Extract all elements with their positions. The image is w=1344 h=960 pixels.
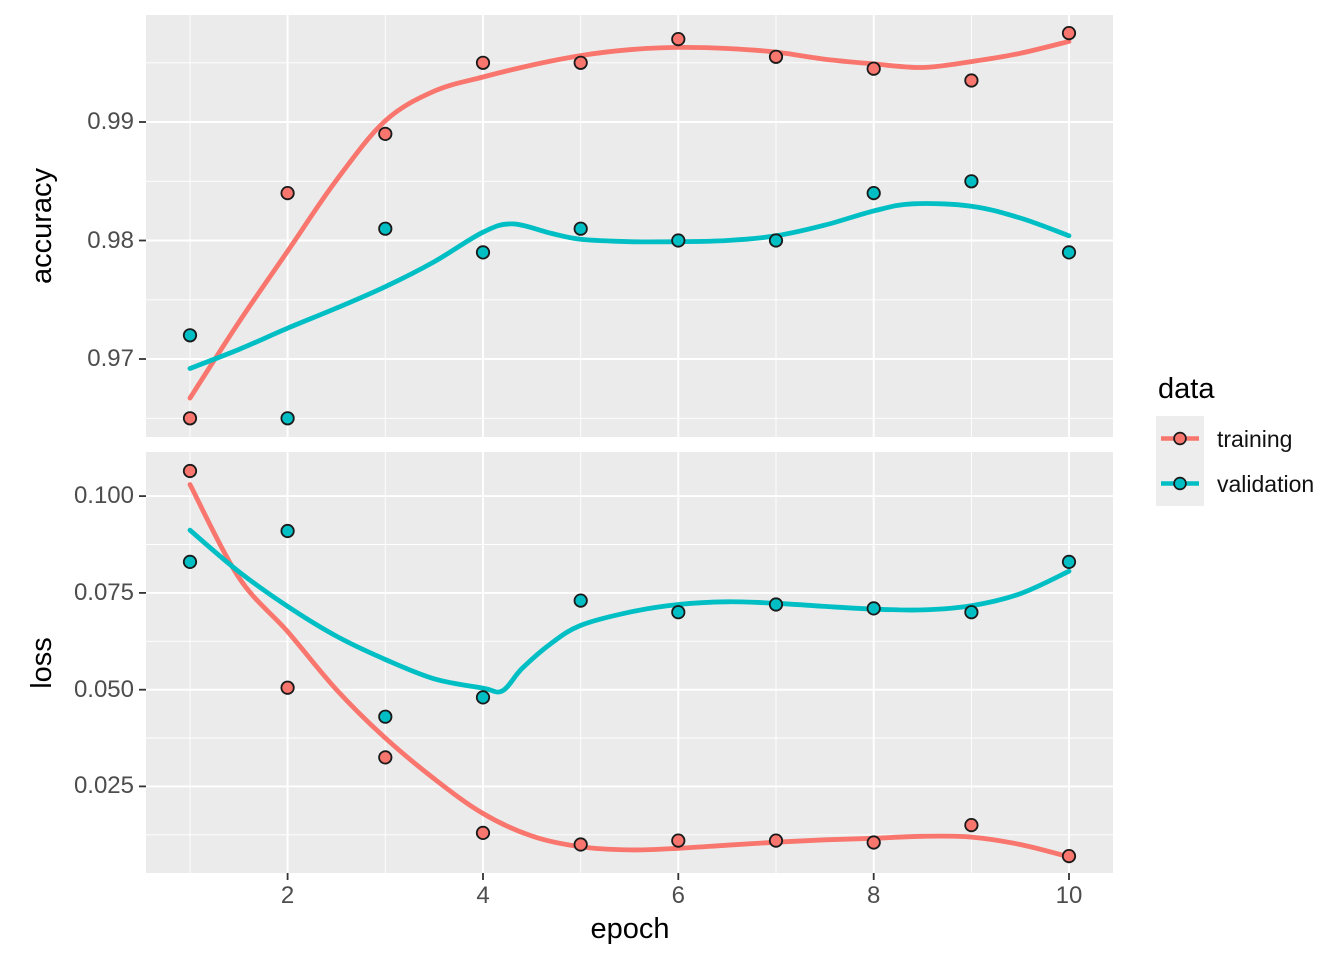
data-point-training <box>964 73 979 88</box>
legend-glyph-training <box>1161 431 1199 446</box>
data-point-validation <box>671 605 686 620</box>
legend-entry-validation: validation <box>1156 461 1344 506</box>
data-point-training <box>866 835 881 850</box>
x-tick-label: 2 <box>280 882 295 909</box>
y-axis-title-accuracy: accuracy <box>26 167 58 285</box>
x-axis-title: epoch <box>590 913 670 945</box>
data-point-validation <box>182 328 198 343</box>
data-point-training <box>768 833 784 848</box>
data-point-validation <box>866 601 881 616</box>
data-point-training <box>280 680 295 695</box>
data-point-validation <box>671 233 686 248</box>
data-point-training <box>671 31 686 47</box>
data-point-validation <box>475 245 491 260</box>
data-point-validation <box>280 411 295 426</box>
y-tick-label: 0.98 <box>87 226 134 254</box>
data-point-training <box>768 49 784 64</box>
smooth-line-validation <box>187 201 1072 371</box>
data-point-validation <box>573 221 588 236</box>
data-point-training <box>182 411 198 426</box>
data-point-training <box>378 126 393 141</box>
legend-key-training <box>1156 416 1204 461</box>
data-point-validation <box>475 690 491 705</box>
data-point-validation <box>378 221 393 236</box>
data-point-training <box>378 750 393 765</box>
legend-label-validation: validation <box>1217 470 1315 497</box>
x-tick-label: 6 <box>671 882 685 909</box>
x-tick-label: 8 <box>867 882 881 909</box>
y-tick-label: 0.100 <box>73 482 134 510</box>
panel-loss <box>146 452 1113 873</box>
legend-entry-training: training <box>1156 416 1344 461</box>
legend-key-validation <box>1156 461 1204 506</box>
smooth-line-training <box>187 482 1072 860</box>
data-point-training <box>964 817 979 833</box>
data-point-training <box>573 837 588 852</box>
x-tick-label: 4 <box>476 882 490 909</box>
data-point-validation <box>182 554 198 570</box>
data-point-training <box>866 61 881 76</box>
data-point-validation <box>768 233 784 248</box>
legend-title: data <box>1158 373 1215 405</box>
data-point-training <box>671 833 686 848</box>
y-tick-label: 0.075 <box>73 578 134 606</box>
data-point-training <box>573 55 588 70</box>
data-point-validation <box>768 597 784 612</box>
data-point-training <box>182 463 198 479</box>
y-tick-label: 0.97 <box>87 345 134 372</box>
data-point-validation <box>378 709 393 724</box>
legend-label-training: training <box>1217 425 1293 452</box>
data-point-training <box>1061 848 1077 864</box>
data-point-validation <box>866 186 881 201</box>
smooth-line-training <box>187 39 1072 401</box>
data-point-training <box>280 186 295 201</box>
data-point-training <box>475 55 491 70</box>
legend-glyph-validation <box>1161 476 1199 491</box>
y-axis-title-loss: loss <box>26 637 58 689</box>
data-point-training <box>475 825 491 841</box>
y-tick-label: 0.99 <box>87 108 134 135</box>
data-point-training <box>1061 25 1077 41</box>
data-point-validation <box>964 605 979 620</box>
data-point-validation <box>280 523 295 539</box>
smooth-line-validation <box>187 527 1072 695</box>
y-tick-label: 0.025 <box>73 772 134 800</box>
x-tick-label: 10 <box>1055 882 1083 909</box>
y-tick-label: 0.050 <box>73 675 134 703</box>
data-point-validation <box>964 174 979 189</box>
data-point-validation <box>573 593 588 608</box>
data-point-validation <box>1061 245 1077 260</box>
legend: data training validation <box>1156 372 1344 506</box>
data-point-validation <box>1061 554 1077 570</box>
